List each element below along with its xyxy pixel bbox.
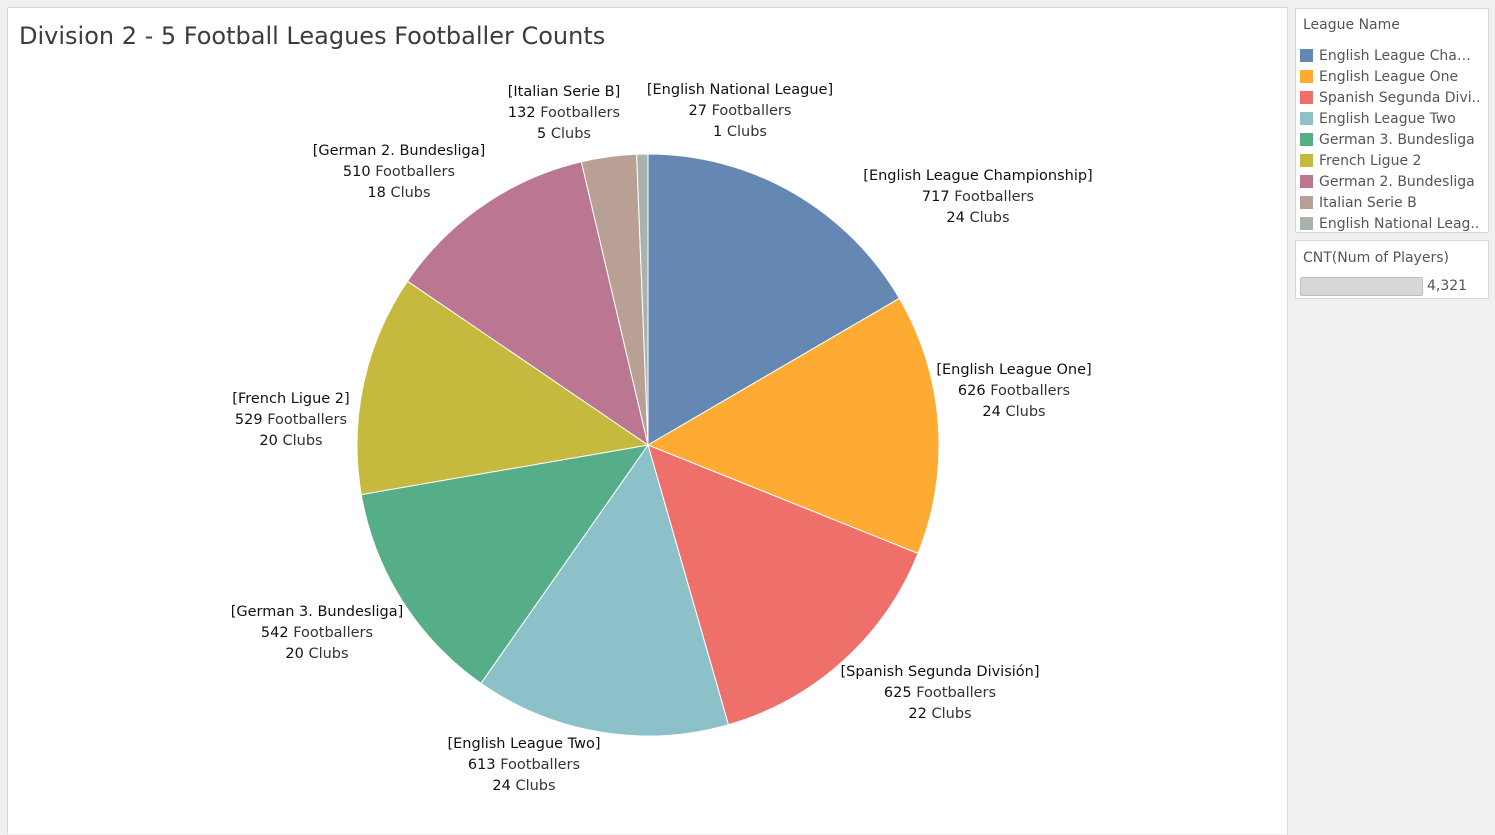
legend-label: English League One [1319,68,1459,85]
slice-label-clubs: 20 Clubs [259,433,323,449]
chart-title: Division 2 - 5 Football Leagues Football… [19,22,606,50]
legend-list: English League Champ.. English League On… [1296,45,1488,232]
slice-label: [English League One] 626 Footballers 24 Cl… [936,360,1091,423]
legend-title: League Name [1303,17,1400,33]
slice-label-name: [German 2. Bundesliga] [312,143,486,159]
legend-swatch [1300,91,1313,104]
slice-label-players: 717 Footballers [921,189,1035,205]
slice-label: [Italian Serie B] 132 Footballers 5 Clubs [508,82,621,145]
slice-label-clubs: 22 Clubs [908,706,972,722]
size-legend-value: 4,321 [1427,278,1468,294]
legend-swatch [1300,196,1313,209]
slice-label-name: [English League Championship] [863,168,1093,184]
legend-swatch [1300,70,1313,83]
chart-panel: Division 2 - 5 Football Leagues Football… [7,7,1288,834]
slice-label-players: 510 Footballers [342,164,456,180]
pie-slice-english-league-championship[interactable] [647,153,901,446]
legend-label: English League Champ.. [1319,47,1481,64]
slice-label-players: 27 Footballers [688,103,792,119]
slice-label-clubs: 5 Clubs [537,126,591,142]
legend-label: German 2. Bundesliga [1319,173,1475,190]
slice-label: [English League Championship] 717 Footbal… [863,166,1092,229]
slice-label: [French Ligue 2] 529 Footballers 20 Clubs [232,389,349,452]
legend-label: English League Two [1319,110,1456,127]
legend-item[interactable]: French Ligue 2 [1296,150,1488,171]
slice-label-players: 625 Footballers [883,685,997,701]
legend-item[interactable]: German 3. Bundesliga [1296,129,1488,150]
legend-item[interactable]: German 2. Bundesliga [1296,171,1488,192]
slice-label-clubs: 18 Clubs [367,185,431,201]
pie-slice-spanish-segunda-divisi-n[interactable] [647,444,919,726]
size-legend: CNT(Num of Players) 4,321 [1295,240,1489,299]
slice-label-name: [Italian Serie B] [507,84,621,100]
legend-swatch [1300,49,1313,62]
slice-label-name: [English League One] [936,362,1092,378]
legend-label: German 3. Bundesliga [1319,131,1475,148]
legend-item[interactable]: Spanish Segunda Divi.. [1296,87,1488,108]
pie-slice-english-league-one[interactable] [646,297,940,555]
slice-label-name: [Spanish Segunda División] [840,664,1040,680]
legend-swatch [1300,217,1313,230]
legend-item[interactable]: English League One [1296,66,1488,87]
slice-label: [German 3. Bundesliga] 542 Footballers 20 … [231,602,404,665]
legend-swatch [1300,154,1313,167]
slice-label: [English League Two] 613 Footballers 24 Cl… [447,734,600,797]
pie-slice-german-3-bundesliga[interactable] [360,444,650,684]
legend-label: English National Leag.. [1319,215,1480,232]
slice-label-name: [French Ligue 2] [232,391,350,407]
slice-label-clubs: 20 Clubs [285,646,349,662]
legend-swatch [1300,133,1313,146]
legend-label: Italian Serie B [1319,194,1417,211]
legend-swatch [1300,175,1313,188]
slice-label-clubs: 24 Clubs [982,404,1046,420]
slice-label-players: 542 Footballers [260,625,374,641]
slice-label-name: [English League Two] [447,736,601,752]
legend-label: French Ligue 2 [1319,152,1422,169]
pie-slice-german-2-bundesliga[interactable] [406,161,649,447]
pie-slice-french-ligue-2[interactable] [356,280,650,496]
pie-chart[interactable] [8,8,1289,835]
legend-item[interactable]: English National Leag.. [1296,213,1488,232]
slice-label: [Spanish Segunda División] 625 Footballer… [840,662,1039,725]
slice-label-players: 132 Footballers [507,105,621,121]
size-legend-title: CNT(Num of Players) [1303,250,1449,266]
legend-item[interactable]: Italian Serie B [1296,192,1488,213]
slice-label-players: 529 Footballers [234,412,348,428]
slice-label-clubs: 24 Clubs [492,778,556,794]
size-legend-bar [1300,277,1423,296]
pie-slice-english-league-two[interactable] [480,443,730,737]
slice-label-players: 626 Footballers [957,383,1071,399]
legend-label: Spanish Segunda Divi.. [1319,89,1481,106]
legend-item[interactable]: English League Two [1296,108,1488,129]
legend-swatch [1300,112,1313,125]
slice-label-players: 613 Footballers [467,757,581,773]
color-legend: League Name English League Champ.. Engli… [1295,8,1489,233]
slice-label-name: [German 3. Bundesliga] [230,604,404,620]
slice-label: [English National League] 27 Footballers 1… [647,80,833,143]
slice-label-name: [English National League] [646,82,834,98]
legend-item[interactable]: English League Champ.. [1296,45,1488,66]
slice-label: [German 2. Bundesliga] 510 Footballers 18 … [313,141,486,204]
slice-label-clubs: 1 Clubs [713,124,767,140]
slice-label-clubs: 24 Clubs [946,210,1010,226]
pie-slice-english-national-league[interactable] [636,153,649,446]
